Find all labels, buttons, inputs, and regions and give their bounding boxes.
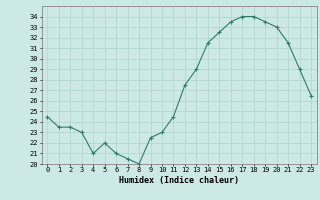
X-axis label: Humidex (Indice chaleur): Humidex (Indice chaleur) [119,176,239,185]
